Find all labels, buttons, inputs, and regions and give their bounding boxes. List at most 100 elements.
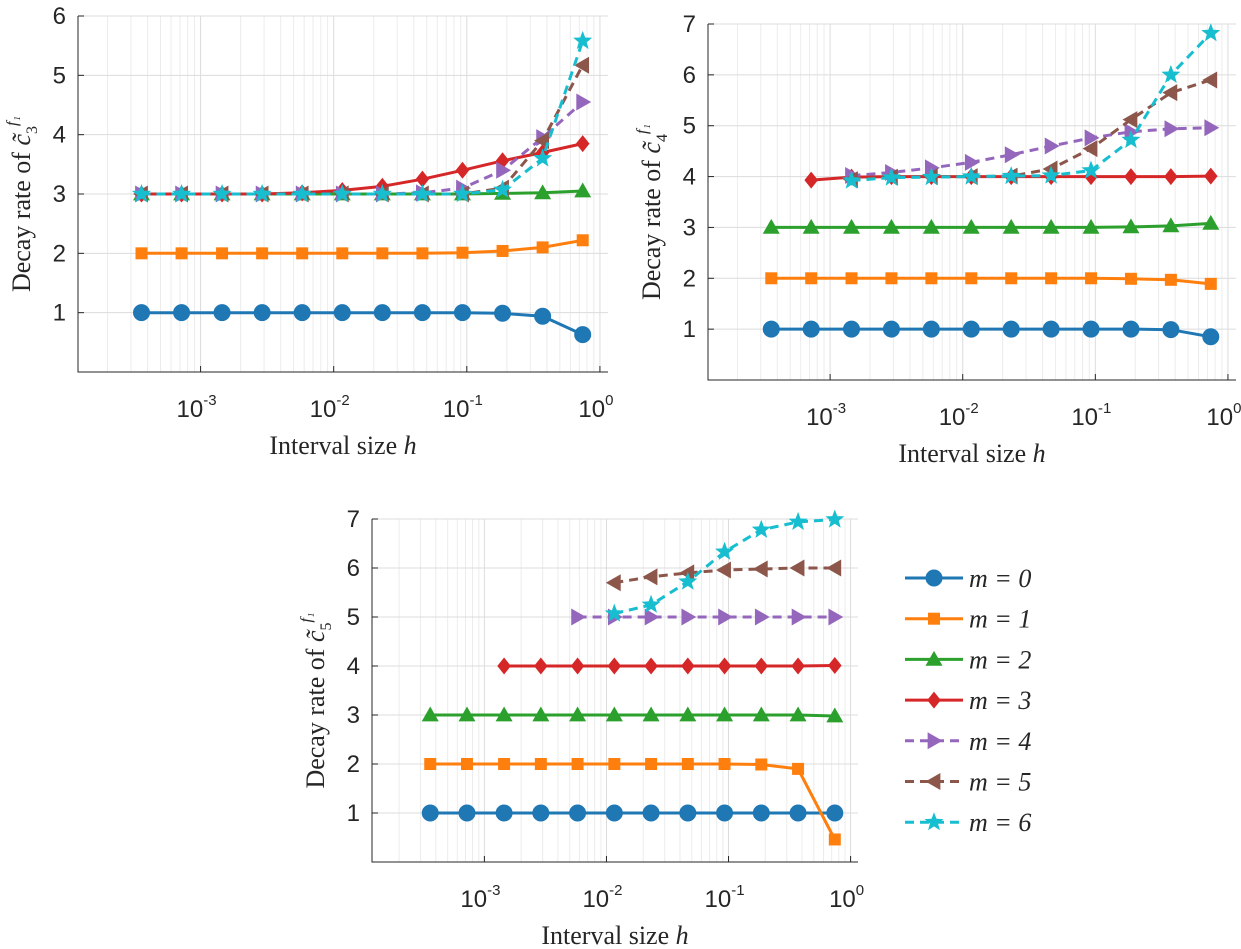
data-point-m4	[718, 608, 734, 626]
data-point-m1	[1204, 277, 1217, 290]
series-line-m1	[141, 238, 583, 255]
series-m3	[497, 657, 842, 675]
data-point-m6	[412, 184, 432, 203]
legend-entry-m5: m = 5	[905, 768, 1031, 797]
data-point-m6	[1201, 23, 1221, 42]
data-point-m1	[216, 247, 229, 260]
data-point-m1	[376, 247, 389, 260]
series-line-m0	[141, 311, 584, 336]
y-axis-label-symbol: c̃	[301, 628, 330, 642]
y-tick-label: 3	[347, 702, 360, 729]
data-point-m0	[333, 304, 351, 322]
series-m6	[842, 23, 1221, 189]
y-axis-label: Decay rate of c̃5f₁	[298, 612, 335, 788]
data-point-m2	[569, 706, 587, 722]
data-point-m1	[336, 247, 349, 260]
data-point-m3	[754, 657, 769, 675]
data-point-m3	[681, 657, 695, 675]
x-tick-exponent: -3	[487, 882, 500, 899]
series-m0	[421, 804, 844, 822]
data-point-m2	[458, 706, 476, 722]
data-point-m6	[921, 167, 941, 186]
x-tick-base: 10	[443, 396, 470, 423]
data-point-m1	[885, 272, 898, 285]
data-point-m3	[570, 657, 585, 675]
y-tick-label: 7	[683, 11, 696, 38]
y-tick-label: 1	[53, 300, 66, 327]
x-tick-base: 10	[1071, 404, 1098, 431]
x-tick-label: 10-2	[939, 400, 979, 431]
data-point-m0	[293, 304, 311, 322]
data-point-m6	[1121, 130, 1141, 148]
data-point-m1	[718, 758, 731, 770]
data-point-m0	[453, 304, 471, 322]
y-axis-label: Decay rate of c̃4f₁	[634, 124, 671, 300]
data-point-m3	[1164, 168, 1178, 186]
data-point-m6	[881, 167, 901, 186]
x-tick-label: 10-2	[310, 392, 350, 423]
data-point-m2	[716, 706, 734, 722]
legend-entry-m2: m = 2	[905, 645, 1031, 674]
data-point-m4	[1084, 129, 1100, 147]
series-m1	[765, 272, 1217, 290]
data-point-m3	[575, 135, 590, 153]
y-axis-label-superscript: f₁	[634, 124, 651, 134]
y-axis-label-subscript: 5	[318, 622, 335, 630]
y-axis-label: Decay rate of c̃3f₁	[4, 116, 41, 292]
y-tick-label: 1	[683, 316, 696, 343]
data-point-m1	[805, 272, 818, 285]
data-point-m5	[679, 564, 695, 582]
x-tick-label: 10-1	[1071, 400, 1111, 431]
data-point-m4	[1164, 120, 1180, 138]
data-point-m0	[826, 804, 844, 822]
data-point-m2	[802, 218, 820, 234]
data-point-m4	[754, 608, 770, 626]
data-point-m3	[607, 657, 622, 675]
series-m0	[762, 320, 1220, 346]
y-tick-label: 5	[347, 604, 360, 631]
data-point-m4	[828, 608, 844, 626]
x-tick-exponent: -2	[609, 882, 622, 899]
data-point-m1	[1124, 272, 1137, 285]
data-point-m6	[1161, 64, 1181, 83]
data-point-m6	[212, 184, 232, 203]
series-m2	[421, 706, 844, 723]
data-point-m0	[173, 304, 191, 322]
data-point-m2	[534, 184, 552, 200]
data-point-m1	[765, 272, 778, 285]
data-point-m1	[175, 247, 188, 260]
legend-entry-m4: m = 4	[905, 727, 1031, 756]
y-tick-label: 4	[683, 164, 696, 191]
data-point-m0	[458, 804, 476, 822]
legend-marker	[927, 732, 943, 750]
x-tick-exponent: -2	[336, 392, 349, 409]
data-point-m1	[1045, 272, 1058, 285]
data-point-m4	[1204, 119, 1220, 137]
x-tick-exponent: -3	[833, 400, 846, 417]
legend-marker	[927, 691, 941, 709]
data-point-m2	[843, 218, 861, 234]
data-point-m1	[534, 758, 547, 770]
data-point-m6	[842, 170, 861, 189]
series-m1	[424, 758, 841, 846]
x-axis-label-var: h	[676, 921, 689, 949]
data-point-m1	[456, 246, 469, 259]
data-point-m6	[1041, 165, 1061, 184]
data-point-m3	[415, 170, 430, 188]
data-point-m1	[460, 758, 473, 770]
data-point-m6	[641, 594, 661, 613]
data-point-m3	[534, 657, 548, 675]
data-point-m0	[1202, 328, 1220, 346]
x-tick-exponent: 0	[856, 882, 864, 899]
x-tick-exponent: -2	[965, 400, 978, 417]
x-tick-base: 10	[177, 396, 204, 423]
data-point-m0	[1122, 320, 1140, 338]
x-tick-base: 10	[806, 404, 833, 431]
x-axis-label-var: h	[1033, 439, 1046, 468]
legend-marker	[925, 569, 943, 587]
data-point-m1	[256, 247, 269, 260]
data-point-m6	[1081, 160, 1101, 179]
data-point-m6	[132, 184, 151, 203]
data-point-m0	[1042, 320, 1060, 338]
data-point-m6	[252, 184, 272, 203]
